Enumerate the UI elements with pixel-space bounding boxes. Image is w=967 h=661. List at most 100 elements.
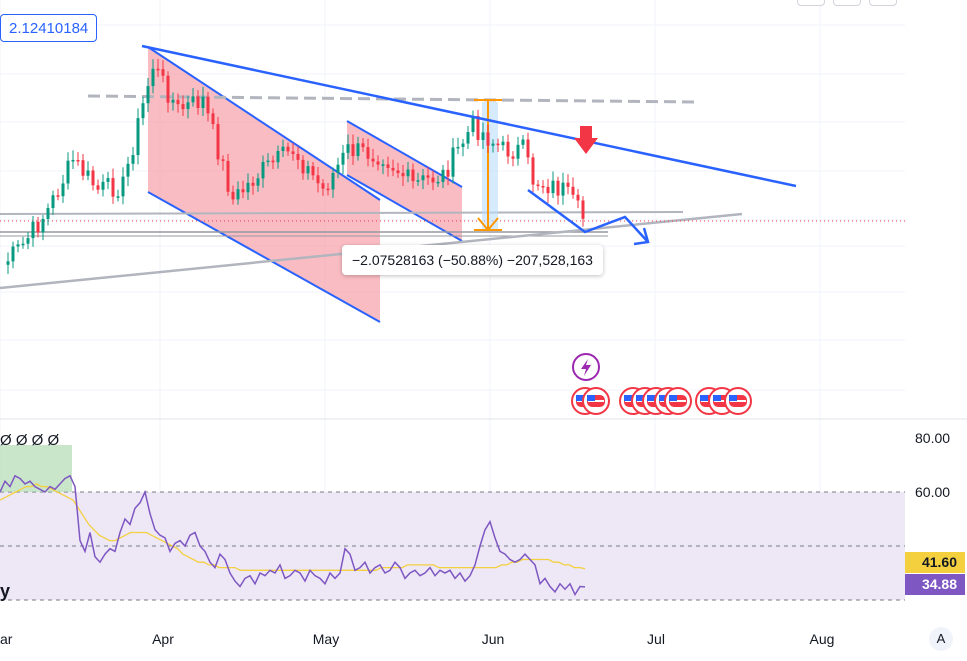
candle-body bbox=[131, 155, 135, 164]
candle-body bbox=[561, 182, 565, 196]
rsi-partial-label: y bbox=[0, 581, 10, 601]
toolbar-button[interactable] bbox=[833, 0, 861, 6]
down-arrow-icon bbox=[574, 126, 598, 154]
rsi-ma-line bbox=[0, 483, 586, 571]
candle-body bbox=[61, 183, 65, 197]
candle-body bbox=[571, 186, 575, 195]
candle-body bbox=[296, 153, 300, 160]
toolbar-button[interactable] bbox=[797, 0, 825, 6]
projection-arrow bbox=[527, 188, 649, 243]
candle-body bbox=[51, 195, 55, 209]
x-tick-label: ar bbox=[0, 631, 13, 647]
candle-body bbox=[546, 186, 550, 194]
x-tick-label: May bbox=[313, 631, 339, 647]
candle-body bbox=[501, 141, 505, 146]
candle-body bbox=[371, 158, 375, 162]
candle-body bbox=[511, 156, 515, 159]
candle-body bbox=[541, 186, 545, 188]
price-label-value: 34.88 bbox=[922, 576, 957, 592]
candle-body bbox=[121, 176, 125, 197]
candle-body bbox=[491, 143, 495, 146]
candle-body bbox=[31, 221, 35, 239]
candle-body bbox=[81, 160, 85, 176]
candle-body bbox=[321, 183, 325, 189]
candle-body bbox=[91, 170, 95, 186]
candle-body bbox=[256, 178, 260, 186]
candle-body bbox=[76, 159, 80, 162]
candle-body bbox=[166, 75, 170, 103]
x-tick-label: Apr bbox=[152, 631, 174, 647]
price-label-box bbox=[905, 552, 965, 573]
candle-body bbox=[331, 172, 335, 190]
candle-body bbox=[241, 189, 245, 193]
candle-body bbox=[431, 177, 435, 183]
flash-icon bbox=[581, 359, 591, 376]
candle-body bbox=[306, 166, 310, 174]
candle-body bbox=[186, 102, 190, 110]
price-label-value: 41.60 bbox=[922, 554, 957, 570]
candle-body bbox=[176, 99, 180, 105]
candle-body bbox=[206, 96, 210, 114]
candle-body bbox=[566, 182, 570, 187]
candle-body bbox=[266, 160, 270, 163]
candle-body bbox=[96, 185, 100, 190]
candle-body bbox=[106, 178, 110, 182]
candle-body bbox=[471, 115, 475, 133]
candle-body bbox=[556, 180, 560, 196]
price-badge: 2.12410184 bbox=[0, 14, 98, 42]
candle-body bbox=[421, 175, 425, 181]
resistance-line bbox=[87, 94, 698, 104]
x-tick-label: Aug bbox=[810, 631, 835, 647]
candle-body bbox=[391, 167, 395, 171]
candle-body bbox=[101, 181, 105, 190]
candle-body bbox=[451, 147, 455, 177]
axis-layer: 80.00 60.00 41.60 34.88 ar Apr May Jun Jul Aug bbox=[0, 430, 965, 647]
rsi-y-tick: 60.00 bbox=[915, 484, 950, 500]
candle-body bbox=[196, 96, 200, 109]
candle-body bbox=[126, 163, 130, 177]
candle-body bbox=[181, 104, 185, 110]
rsi-line bbox=[0, 474, 586, 597]
x-tick-label: Jul bbox=[647, 631, 665, 647]
candle-body bbox=[441, 169, 445, 182]
candle-body bbox=[466, 132, 470, 144]
candle-body bbox=[276, 150, 280, 163]
candle-body bbox=[346, 144, 350, 153]
candle-body bbox=[406, 169, 410, 177]
candle-body bbox=[201, 96, 205, 109]
candle-body bbox=[161, 69, 165, 76]
candle-body bbox=[416, 180, 420, 182]
candle-body bbox=[286, 146, 290, 152]
candle-body bbox=[536, 184, 540, 187]
support-line bbox=[0, 211, 684, 215]
measure-range bbox=[482, 102, 498, 230]
candle-body bbox=[521, 139, 525, 145]
candle-body bbox=[151, 68, 155, 87]
candle-body bbox=[26, 238, 30, 244]
channel-line bbox=[147, 46, 381, 201]
event-icons-layer bbox=[571, 353, 752, 415]
candle-body bbox=[246, 182, 250, 193]
candle-body bbox=[341, 152, 345, 165]
candle-body bbox=[526, 139, 530, 158]
candle-body bbox=[281, 146, 285, 151]
candle-body bbox=[361, 143, 365, 148]
candle-body bbox=[116, 196, 120, 198]
candle-body bbox=[231, 191, 235, 200]
candle-body bbox=[316, 175, 320, 184]
candle-body bbox=[531, 157, 535, 185]
auto-scale-button[interactable]: A bbox=[929, 627, 953, 651]
candle-body bbox=[576, 194, 580, 201]
candle-body bbox=[366, 147, 370, 159]
candle-body bbox=[386, 164, 390, 168]
candle-body bbox=[56, 195, 60, 197]
candle-body bbox=[141, 103, 145, 119]
toolbar-button[interactable] bbox=[869, 0, 897, 6]
candle-body bbox=[476, 115, 480, 140]
us-flag-icon bbox=[729, 395, 737, 401]
candle-body bbox=[291, 151, 295, 154]
measure-label: −2.07528163 (−50.88%) −207,528,163 bbox=[342, 245, 603, 275]
candle-body bbox=[191, 96, 195, 103]
us-flag-icon bbox=[647, 395, 655, 401]
